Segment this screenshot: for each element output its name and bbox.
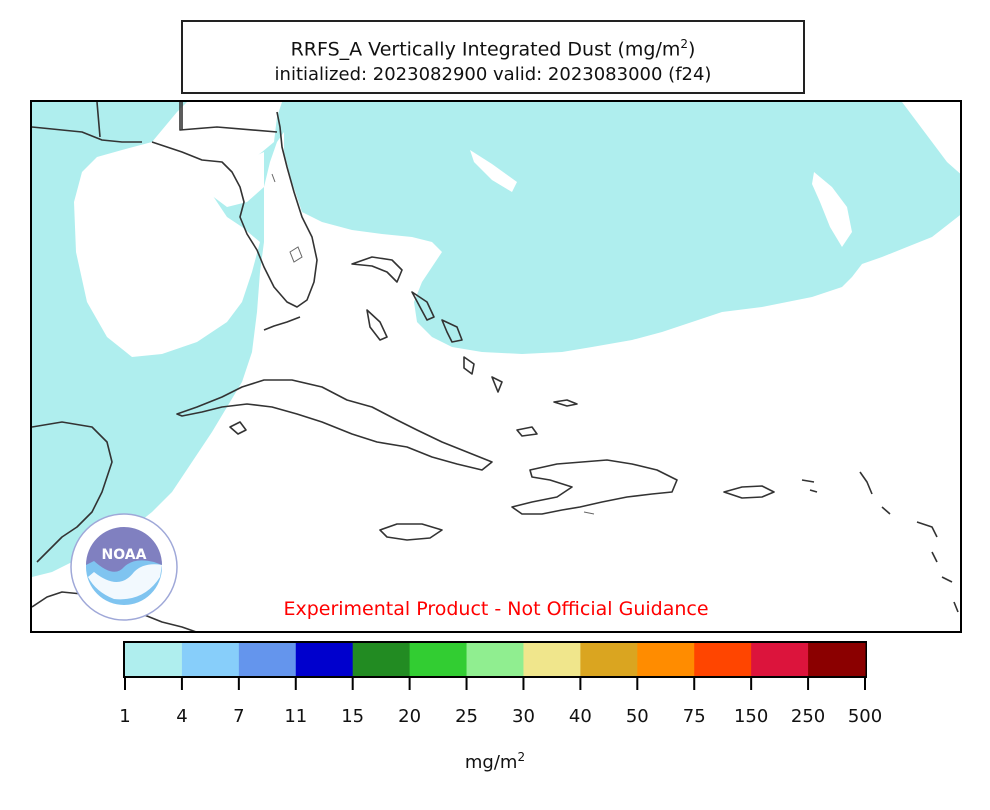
colorbar-swatch xyxy=(352,643,411,676)
clear-gap-atlantic-1 xyxy=(470,150,517,192)
inagua xyxy=(516,426,538,437)
map-panel: NOAA Experimental Product - Not Official… xyxy=(30,100,962,633)
lesser-antilles-6 xyxy=(953,601,959,613)
colorbar-tick-label: 25 xyxy=(455,706,478,727)
colorbar xyxy=(123,641,867,678)
colorbar-tick-label: 75 xyxy=(682,706,706,727)
colorbar-unit-label: mg/m2 xyxy=(464,750,526,773)
colorbar-swatch xyxy=(694,643,752,676)
noaa-logo-text: NOAA xyxy=(102,547,147,563)
lesser-antilles-3 xyxy=(916,521,938,538)
bahamas-6 xyxy=(491,376,503,393)
colorbar-swatch xyxy=(295,643,354,676)
cuba xyxy=(176,379,493,471)
lesser-antilles-4 xyxy=(931,551,938,563)
puerto-rico xyxy=(723,485,775,499)
turks-caicos xyxy=(553,399,578,407)
bahamas-4 xyxy=(366,309,388,341)
florida-lake xyxy=(271,173,595,515)
title-line-1: RRFS_A Vertically Integrated Dust (mg/m2… xyxy=(290,37,696,61)
colorbar-swatch xyxy=(808,643,866,676)
us-gulf-coast xyxy=(32,126,142,143)
dust-area-gulf xyxy=(32,102,960,577)
lesser-antilles-1 xyxy=(859,471,873,495)
bahamas-1 xyxy=(351,256,403,283)
map-title: RRFS_A Vertically Integrated Dust (mg/m2… xyxy=(181,20,805,94)
colorbar-tick-label: 11 xyxy=(284,706,308,727)
florida-keys xyxy=(263,316,301,331)
colorbar-tick-label: 250 xyxy=(790,706,826,727)
bahamas-2 xyxy=(411,291,435,321)
clear-gap-east xyxy=(902,102,960,174)
clear-area-northgulf xyxy=(162,142,264,207)
lake-okeechobee xyxy=(289,246,303,263)
colorbar-swatch xyxy=(409,643,468,676)
colorbar-swatch xyxy=(751,643,809,676)
state-border xyxy=(96,102,278,138)
colorbar-tick-label: 4 xyxy=(176,706,188,727)
lakes xyxy=(271,173,595,515)
bahamas-3 xyxy=(441,319,463,343)
noaa-logo: NOAA xyxy=(70,513,178,621)
lesser-antilles-2 xyxy=(881,506,891,515)
colorbar-swatch xyxy=(466,643,524,676)
coastlines xyxy=(32,102,959,631)
colorbar-swatch xyxy=(125,643,183,676)
clear-gap-atlantic-2 xyxy=(812,172,852,247)
mexico-coast xyxy=(32,421,113,563)
florida-coast xyxy=(151,111,318,308)
title-line-2: initialized: 2023082900 valid: 202308300… xyxy=(274,64,712,86)
colorbar-swatches xyxy=(125,643,866,676)
colorbar-swatch xyxy=(523,643,581,676)
colorbar-tick-label: 50 xyxy=(625,706,649,727)
colorbar-tick-label: 15 xyxy=(341,706,365,727)
colorbar-tick-label: 20 xyxy=(398,706,422,727)
colorbar-swatch xyxy=(580,643,638,676)
colorbar-tick-label: 40 xyxy=(568,706,592,727)
colorbar-tick-label: 7 xyxy=(233,706,245,727)
lesser-antilles-5 xyxy=(941,576,953,583)
dust-field xyxy=(32,102,960,577)
colorbar-swatch xyxy=(238,643,297,676)
isle-of-youth xyxy=(229,421,247,435)
hispaniola xyxy=(511,459,678,515)
disclaimer-text: Experimental Product - Not Official Guid… xyxy=(283,598,709,620)
colorbar-tick-label: 30 xyxy=(512,706,535,727)
map-canvas: NOAA xyxy=(32,102,960,631)
colorbar-swatch xyxy=(181,643,240,676)
virgin-islands xyxy=(801,479,818,493)
bahamas-5 xyxy=(463,356,475,375)
colorbar-tick-label: 1 xyxy=(119,706,131,727)
colorbar-tick-label: 500 xyxy=(847,706,883,727)
jamaica xyxy=(379,523,443,541)
colorbar-swatch xyxy=(637,643,695,676)
colorbar-tick-label: 150 xyxy=(733,706,769,727)
